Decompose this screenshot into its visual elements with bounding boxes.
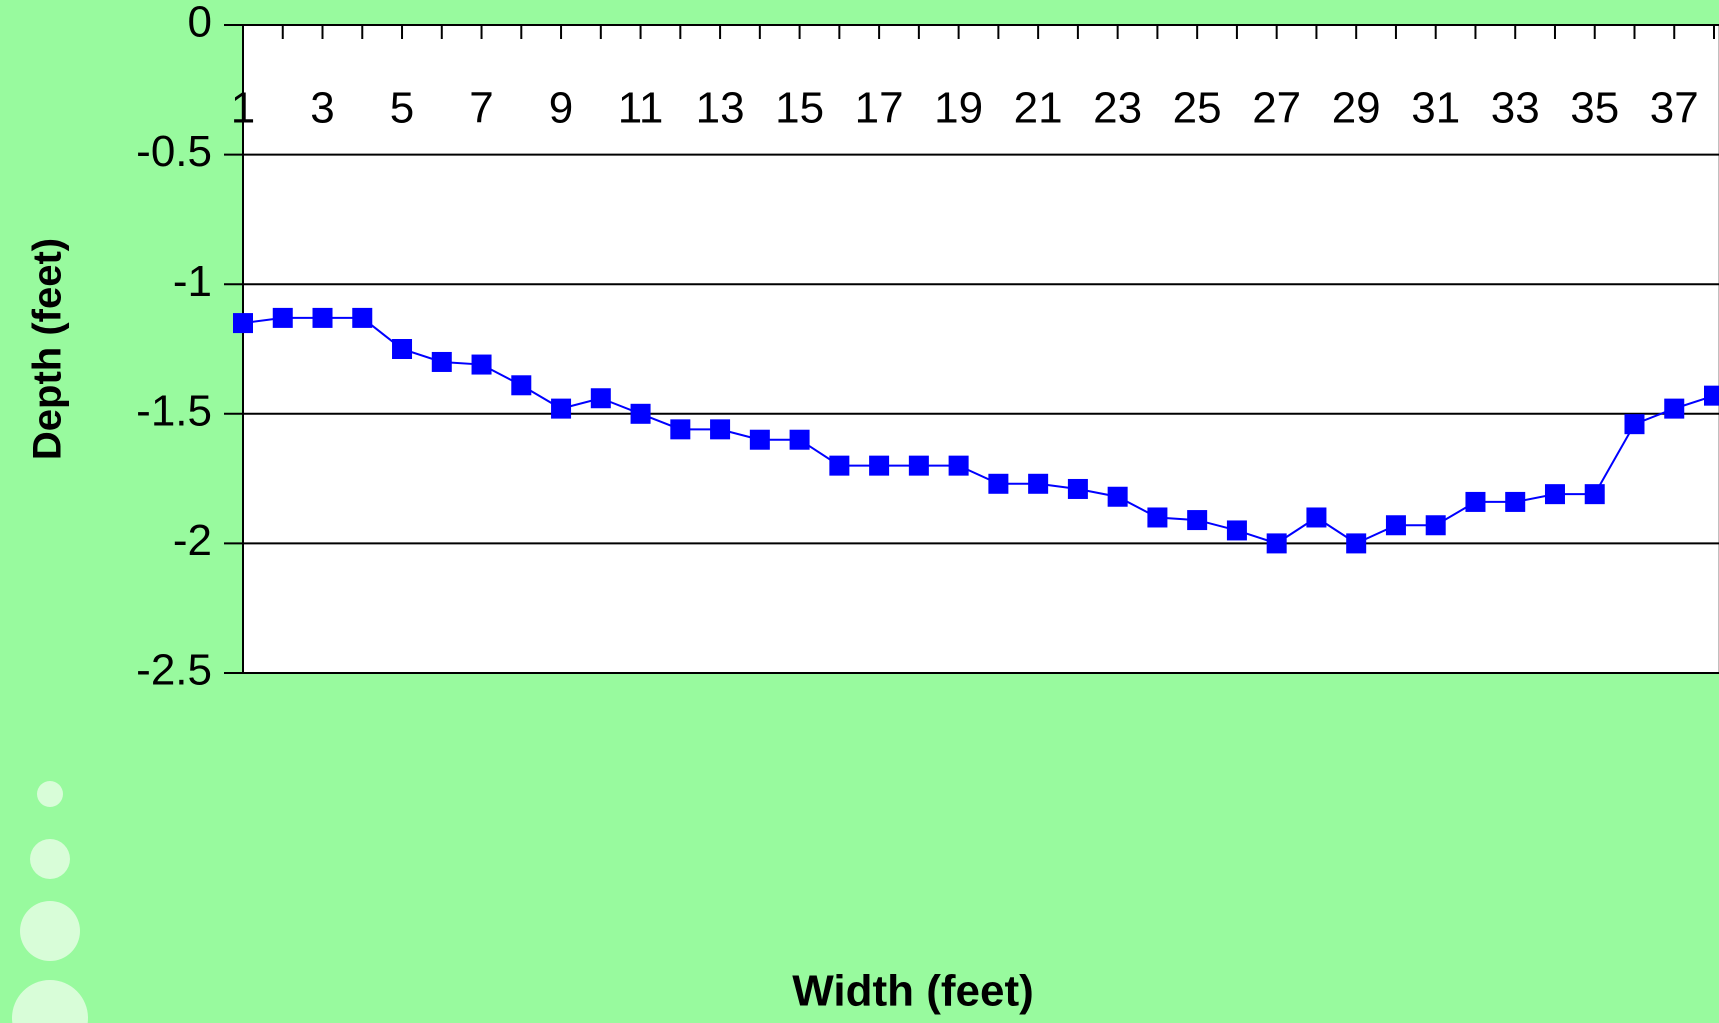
x-tick-label: 9 <box>549 84 573 133</box>
data-point <box>1505 491 1526 512</box>
data-point <box>1107 486 1128 507</box>
x-tick-label: 37 <box>1650 84 1699 133</box>
data-point <box>789 429 810 450</box>
data-point <box>392 339 413 359</box>
data-point <box>670 419 691 440</box>
data-point <box>233 313 253 334</box>
decoration <box>37 781 63 807</box>
decoration <box>12 980 88 1023</box>
y-tick-label: -1.5 <box>136 386 212 435</box>
decoration <box>20 901 80 961</box>
data-point <box>869 455 890 476</box>
y-tick-label: -1 <box>173 257 212 306</box>
data-point <box>1266 533 1287 554</box>
x-tick-label: 27 <box>1252 84 1301 133</box>
x-tick-label: 1 <box>231 84 255 133</box>
x-tick-label: 11 <box>618 84 664 133</box>
decoration <box>30 839 70 879</box>
data-point <box>1067 478 1088 499</box>
data-point <box>710 419 731 440</box>
data-point <box>749 429 770 450</box>
data-point <box>908 455 929 476</box>
data-point <box>1226 520 1247 541</box>
data-point <box>312 307 333 328</box>
data-point <box>1465 491 1486 512</box>
data-point <box>988 473 1009 494</box>
data-point <box>1147 507 1168 528</box>
x-tick-label: 29 <box>1332 84 1381 133</box>
x-tick-label: 23 <box>1093 84 1142 133</box>
x-tick-label: 3 <box>310 84 334 133</box>
x-tick-label: 5 <box>390 84 414 133</box>
data-point <box>1544 484 1565 505</box>
x-axis-title: Width (feet) <box>792 967 1034 1016</box>
data-point <box>1425 515 1446 536</box>
data-point <box>1028 473 1049 494</box>
data-point <box>1187 510 1208 531</box>
data-point <box>272 307 293 328</box>
y-tick-label: -0.5 <box>136 127 212 176</box>
data-point <box>1584 484 1605 505</box>
data-point <box>1624 414 1645 435</box>
x-tick-label: 19 <box>934 84 983 133</box>
data-point <box>551 398 572 419</box>
x-tick-label: 15 <box>775 84 824 133</box>
y-tick-label: -2 <box>173 516 212 565</box>
data-point <box>948 455 969 476</box>
data-point <box>471 354 492 375</box>
data-point <box>630 403 651 424</box>
data-point <box>1385 515 1406 536</box>
data-point <box>590 388 611 409</box>
x-tick-label: 25 <box>1173 84 1222 133</box>
x-tick-label: 13 <box>696 84 745 133</box>
data-point <box>1306 507 1327 528</box>
x-tick-label: 7 <box>469 84 493 133</box>
x-tick-label: 21 <box>1014 84 1063 133</box>
data-point <box>829 455 850 476</box>
x-tick-label: 35 <box>1570 84 1619 133</box>
y-axis-title: Depth (feet) <box>26 238 70 460</box>
y-tick-label: -2.5 <box>136 646 212 695</box>
data-point <box>1664 398 1685 419</box>
data-point <box>352 307 373 328</box>
data-point <box>511 375 532 396</box>
x-tick-label: 17 <box>855 84 904 133</box>
data-point <box>1704 385 1719 406</box>
data-point <box>431 351 452 372</box>
data-point <box>1346 533 1367 554</box>
x-tick-label: 31 <box>1411 84 1460 133</box>
x-tick-label: 33 <box>1491 84 1540 133</box>
plot-area <box>242 24 1719 674</box>
y-tick-label: 0 <box>188 0 212 47</box>
